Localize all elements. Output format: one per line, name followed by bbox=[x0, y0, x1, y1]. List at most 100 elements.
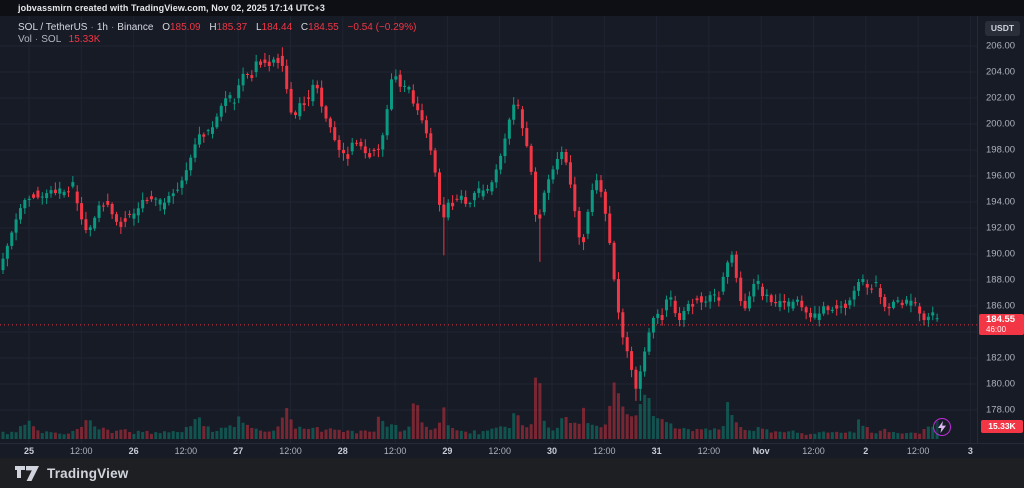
symbol-title[interactable]: SOL / TetherUS bbox=[18, 22, 88, 33]
chart-pane[interactable] bbox=[0, 16, 977, 443]
volume-bar bbox=[136, 430, 140, 439]
volume-bar bbox=[621, 406, 625, 439]
volume-bar bbox=[468, 433, 472, 439]
volume-bar bbox=[285, 407, 289, 439]
candle-body bbox=[678, 313, 682, 321]
volume-bar bbox=[865, 427, 869, 439]
candle-body bbox=[451, 202, 455, 207]
candle-body bbox=[673, 300, 677, 314]
volume-bar bbox=[311, 427, 315, 439]
tradingview-logo-icon[interactable] bbox=[14, 465, 40, 482]
volume-bar bbox=[128, 432, 132, 439]
volume-bar bbox=[878, 430, 882, 439]
open-value: 185.09 bbox=[170, 22, 201, 33]
candle-body bbox=[180, 180, 184, 188]
high-value: 185.37 bbox=[216, 22, 248, 33]
volume-bar bbox=[774, 431, 778, 439]
volume-bar bbox=[350, 430, 354, 439]
candle-body bbox=[926, 316, 930, 321]
volume-bar bbox=[40, 433, 44, 439]
volume-bar bbox=[603, 424, 607, 439]
candle-body bbox=[75, 191, 79, 204]
candle-body bbox=[176, 189, 180, 191]
volume-bar bbox=[848, 431, 852, 439]
volume-bar bbox=[381, 420, 385, 439]
time-tick: 2 bbox=[863, 446, 869, 456]
candle-body bbox=[542, 192, 546, 213]
volume-bar bbox=[110, 432, 114, 439]
candle-body bbox=[110, 203, 114, 215]
candle-body bbox=[324, 106, 328, 119]
price-tick: 200.00 bbox=[986, 118, 1016, 130]
low-key: L bbox=[255, 22, 262, 33]
volume-bar bbox=[429, 429, 433, 439]
candle-body bbox=[403, 85, 407, 87]
candle-body bbox=[14, 219, 18, 233]
candle-body bbox=[555, 158, 559, 170]
candle-body bbox=[197, 134, 201, 145]
volume-bar bbox=[586, 423, 590, 439]
candle-body bbox=[782, 300, 786, 303]
brand-name[interactable]: TradingView bbox=[47, 465, 129, 481]
volume-bar bbox=[573, 422, 577, 439]
boost-icon[interactable] bbox=[933, 418, 951, 436]
open-key: O bbox=[162, 22, 170, 33]
volume-bar bbox=[75, 428, 79, 439]
time-tick: 29 bbox=[442, 446, 453, 456]
volume-bar bbox=[416, 405, 420, 439]
volume-bar bbox=[752, 430, 756, 439]
volume-bar bbox=[643, 394, 647, 439]
candle-body bbox=[931, 312, 935, 316]
candle-body bbox=[804, 307, 808, 313]
candle-body bbox=[830, 309, 834, 311]
candle-body bbox=[765, 294, 769, 297]
volume-bar bbox=[171, 431, 175, 439]
volume-bar bbox=[651, 416, 655, 439]
candle-body bbox=[224, 98, 228, 106]
currency-button[interactable]: USDT bbox=[985, 21, 1020, 36]
volume-bar bbox=[534, 377, 538, 439]
candle-body bbox=[468, 203, 472, 205]
candle-body bbox=[839, 306, 843, 308]
candle-body bbox=[311, 84, 315, 102]
candle-body bbox=[586, 211, 590, 234]
volume-bar bbox=[791, 430, 795, 439]
interval-label: 1h bbox=[96, 22, 108, 33]
candle-body bbox=[590, 190, 594, 213]
volume-bar bbox=[407, 426, 411, 439]
candle-body bbox=[438, 172, 441, 205]
volume-bar bbox=[132, 433, 136, 439]
candle-body bbox=[163, 202, 167, 210]
volume-bar bbox=[516, 415, 520, 439]
candle-body bbox=[381, 135, 385, 150]
volume-bar bbox=[577, 423, 581, 439]
candle-body bbox=[359, 141, 363, 147]
volume-bar bbox=[870, 432, 874, 439]
volume-bar bbox=[909, 432, 913, 439]
price-tick: 186.00 bbox=[986, 300, 1016, 312]
time-tick: Nov bbox=[752, 446, 770, 456]
price-axis[interactable]: USDT 184.55 46:00 15.33K 206.00 204.00 202… bbox=[977, 16, 1024, 443]
volume-bar bbox=[704, 428, 708, 439]
candlestick-chart[interactable] bbox=[0, 16, 977, 443]
volume-bar bbox=[769, 432, 773, 439]
candle-body bbox=[691, 304, 695, 307]
volume-bar bbox=[307, 428, 311, 439]
candle-body bbox=[752, 283, 756, 297]
volume-bar bbox=[206, 426, 210, 439]
time-tick: 12:00 bbox=[174, 446, 198, 456]
price-tick: 180.00 bbox=[986, 378, 1016, 390]
candle-body bbox=[809, 312, 813, 318]
time-axis[interactable]: 25 12:00 26 12:00 27 12:00 28 12:00 29 12:00 30 12:… bbox=[0, 443, 1024, 458]
volume-bar bbox=[32, 426, 36, 439]
volume-bar bbox=[682, 428, 686, 439]
volume-bar bbox=[512, 413, 516, 439]
candle-body bbox=[568, 162, 572, 185]
candle-body bbox=[826, 306, 830, 311]
volume-bar bbox=[219, 427, 223, 439]
volume-bar bbox=[529, 424, 533, 439]
volume-bar bbox=[582, 407, 586, 439]
candle-body bbox=[363, 146, 367, 154]
candle-body bbox=[97, 205, 101, 218]
candle-body bbox=[599, 180, 603, 192]
